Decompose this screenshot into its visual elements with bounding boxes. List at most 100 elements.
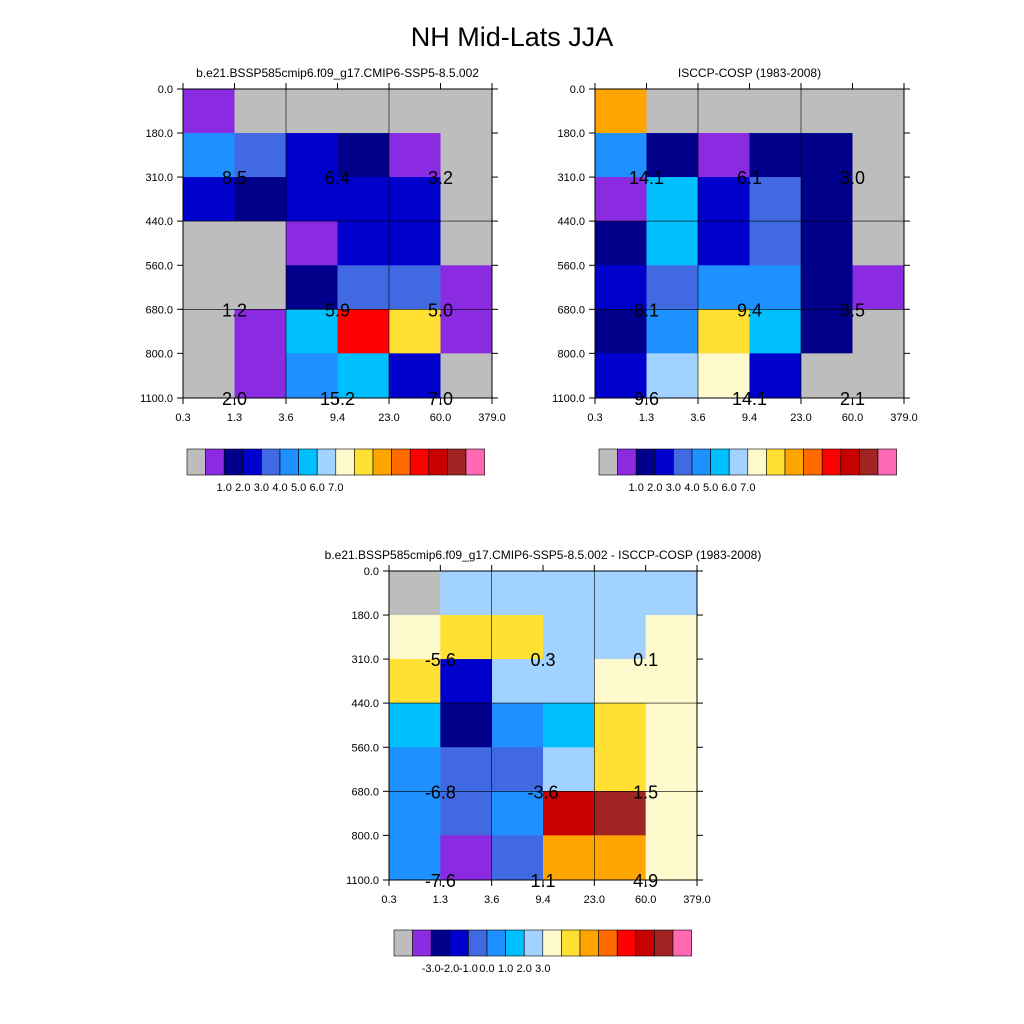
heatmap-cell xyxy=(440,835,493,881)
colorbar-swatch xyxy=(468,929,488,957)
data-label: 14.1 xyxy=(732,389,767,409)
colorbar-swatch xyxy=(728,448,749,476)
colorbar-swatch xyxy=(409,448,430,476)
heatmap-cell xyxy=(389,177,441,222)
heatmap-cell xyxy=(595,133,647,178)
colorbar-swatch xyxy=(372,448,392,476)
y-tick-label: 1100.0 xyxy=(552,393,585,405)
data-label: -3.6 xyxy=(527,782,558,802)
heatmap-cell xyxy=(543,791,595,836)
data-label: 6.4 xyxy=(325,168,350,188)
heatmap-cell xyxy=(594,615,647,660)
data-label: 6.1 xyxy=(737,168,762,188)
heatmap-cell xyxy=(646,353,699,399)
heatmap-cell xyxy=(234,133,287,178)
heatmap-cell xyxy=(389,133,441,178)
x-tick-label: 60.0 xyxy=(430,412,451,424)
colorbar: 1.0 2.0 3.0 4.0 5.0 6.0 7.0 xyxy=(186,448,485,494)
colorbar-swatch xyxy=(691,448,711,476)
heatmap-cell xyxy=(183,309,235,354)
colorbar-label: 7.0 xyxy=(740,482,755,494)
heatmap-cell xyxy=(801,353,853,399)
colorbar-swatch xyxy=(635,448,656,476)
colorbar-label: 3.0 xyxy=(535,963,550,975)
heatmap-cell xyxy=(852,221,905,266)
colorbar-swatch xyxy=(859,448,879,476)
y-tick-label: 1100.0 xyxy=(346,875,379,887)
heatmap-panel-3: b.e21.BSSP585cmip6.f09_g17.CMIP6-SSP5-8.… xyxy=(325,548,762,975)
colorbar-swatch xyxy=(654,448,674,476)
colorbar-swatch xyxy=(616,929,637,957)
panel-title: ISCCP-COSP (1983-2008) xyxy=(678,66,821,80)
y-tick-label: 1100.0 xyxy=(140,393,173,405)
colorbar-swatch xyxy=(261,448,281,476)
data-label: 3.5 xyxy=(840,300,865,320)
heatmap-cell xyxy=(749,221,802,266)
heatmap-cell xyxy=(183,221,235,266)
x-tick-label: 0.3 xyxy=(587,412,602,424)
colorbar-swatch xyxy=(598,448,618,476)
heatmap-cell xyxy=(389,221,441,266)
colorbar-swatch xyxy=(673,448,693,476)
heatmap-cell xyxy=(645,615,698,660)
heatmap-cell xyxy=(595,309,647,354)
x-tick-label: 3.6 xyxy=(484,894,499,906)
heatmap-cell xyxy=(337,309,390,354)
colorbar-swatch xyxy=(354,448,374,476)
heatmap-cell xyxy=(234,177,287,222)
heatmap-cell xyxy=(491,747,544,792)
colorbar-swatch xyxy=(335,448,355,476)
data-label: 9.4 xyxy=(737,300,762,320)
heatmap-cell xyxy=(749,353,802,399)
heatmap-cell xyxy=(543,703,595,748)
colorbar-swatch xyxy=(465,448,485,476)
x-tick-label: 9.4 xyxy=(535,894,550,906)
y-tick-label: 180.0 xyxy=(557,128,585,140)
data-label: 1.2 xyxy=(222,300,247,320)
x-tick-label: 379.0 xyxy=(890,412,918,424)
colorbar-label: 4.0 xyxy=(272,482,287,494)
colorbar-label: -2.0 xyxy=(440,963,459,975)
heatmap-cell xyxy=(646,133,699,178)
heatmap-cell xyxy=(698,89,750,134)
heatmap-cell xyxy=(645,659,698,704)
colorbar-swatch xyxy=(803,448,823,476)
heatmap-cell xyxy=(286,353,338,399)
data-label: 7.0 xyxy=(428,389,453,409)
colorbar-swatch xyxy=(298,448,318,476)
heatmap-cell xyxy=(491,615,544,660)
x-tick-label: 1.3 xyxy=(433,894,448,906)
x-tick-label: 9.4 xyxy=(330,412,345,424)
y-tick-label: 440.0 xyxy=(145,216,173,228)
colorbar-swatch xyxy=(598,929,618,957)
colorbar-swatch xyxy=(316,448,337,476)
colorbar-swatch xyxy=(447,448,467,476)
heatmap-cell xyxy=(440,791,493,836)
heatmap-cell xyxy=(389,835,441,881)
heatmap-cell xyxy=(594,747,647,792)
heatmap-cell xyxy=(698,133,750,178)
y-tick-label: 680.0 xyxy=(557,304,585,316)
heatmap-cell xyxy=(440,747,493,792)
y-tick-label: 560.0 xyxy=(351,742,379,754)
colorbar-label: 2.0 xyxy=(517,963,532,975)
y-tick-label: 560.0 xyxy=(557,260,585,272)
heatmap-cell xyxy=(646,221,699,266)
heatmap-cell xyxy=(749,309,802,354)
heatmap-cell xyxy=(183,177,235,222)
heatmap-cell xyxy=(594,659,647,704)
colorbar-label: 2.0 xyxy=(235,482,250,494)
data-label: 2.0 xyxy=(222,389,247,409)
data-label: 3.2 xyxy=(428,168,453,188)
heatmap-cell xyxy=(337,133,390,178)
colorbar-swatch xyxy=(412,929,432,957)
heatmap-cell xyxy=(286,265,338,310)
colorbar: -3.0 -2.0 -1.0 0.0 1.0 2.0 3.0 xyxy=(393,929,692,975)
y-tick-label: 800.0 xyxy=(351,830,379,842)
heatmap-cell xyxy=(389,791,441,836)
heatmap-cell xyxy=(389,353,441,399)
heatmap-cell xyxy=(595,177,647,222)
colorbar-swatch xyxy=(840,448,860,476)
heatmap-cell xyxy=(646,309,699,354)
heatmap-cell xyxy=(234,89,287,134)
